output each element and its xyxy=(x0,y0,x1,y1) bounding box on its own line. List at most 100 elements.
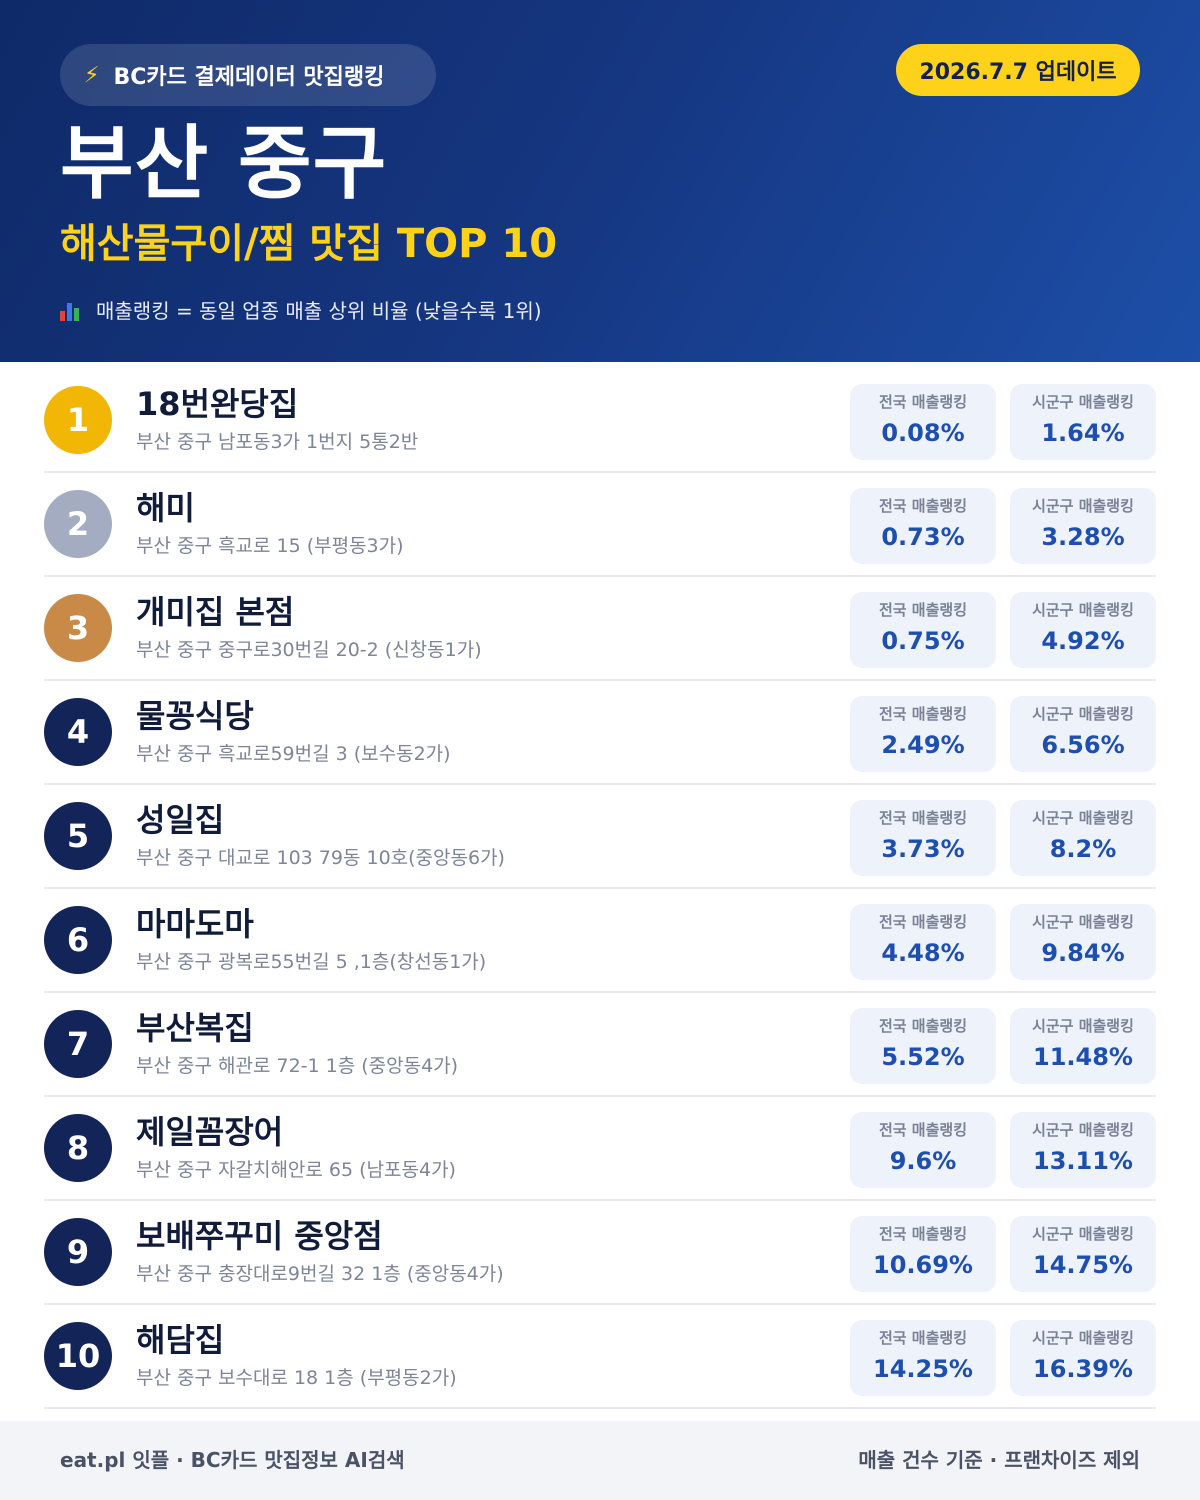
legend-note-text: 매출랭킹 = 동일 업종 매출 상위 비율 (낮을수록 1위) xyxy=(96,299,542,323)
rank-badge: 7 xyxy=(44,1010,112,1078)
restaurant-address: 부산 중구 흑교로59번길 3 (보수동2가) xyxy=(136,743,451,765)
national-sales-rank-card: 전국 매출랭킹 14.25% xyxy=(850,1320,996,1396)
national-sales-rank-label: 전국 매출랭킹 xyxy=(878,809,968,827)
restaurant-row[interactable]: 9 보배쭈꾸미 중앙점 부산 중구 충장대로9번길 32 1층 (중앙동4가) … xyxy=(44,1201,1156,1305)
district-sales-rank-value: 1.64% xyxy=(1041,419,1125,447)
restaurant-row[interactable]: 8 제일꼼장어 부산 중구 자갈치해안로 65 (남포동4가) 전국 매출랭킹 … xyxy=(44,1097,1156,1201)
restaurant-row[interactable]: 3 개미집 본점 부산 중구 중구로30번길 20-2 (신창동1가) 전국 매… xyxy=(44,577,1156,681)
restaurant-address: 부산 중구 해관로 72-1 1층 (중앙동4가) xyxy=(136,1055,459,1077)
restaurant-name[interactable]: 개미집 본점 xyxy=(136,593,295,631)
restaurant-name[interactable]: 물꽁식당 xyxy=(136,697,254,735)
restaurant-name[interactable]: 성일집 xyxy=(136,801,225,839)
national-sales-rank-value: 0.08% xyxy=(881,419,965,447)
national-sales-rank-card: 전국 매출랭킹 9.6% xyxy=(850,1112,996,1188)
district-sales-rank-value: 16.39% xyxy=(1033,1355,1133,1383)
restaurant-row[interactable]: 2 해미 부산 중구 흑교로 15 (부평동3가) 전국 매출랭킹 0.73% … xyxy=(44,473,1156,577)
district-sales-rank-card: 시군구 매출랭킹 4.92% xyxy=(1010,592,1156,668)
national-sales-rank-card: 전국 매출랭킹 2.49% xyxy=(850,696,996,772)
restaurant-address: 부산 중구 흑교로 15 (부평동3가) xyxy=(136,535,404,557)
restaurant-name[interactable]: 해미 xyxy=(136,489,195,527)
header-banner: ⚡ BC카드 결제데이터 맛집랭킹 2026.7.7 업데이트 부산 중구 해산… xyxy=(0,0,1200,362)
national-sales-rank-card: 전국 매출랭킹 0.73% xyxy=(850,488,996,564)
national-sales-rank-label: 전국 매출랭킹 xyxy=(878,601,968,619)
region-title: 부산 중구 xyxy=(60,117,388,210)
restaurant-row[interactable]: 4 물꽁식당 부산 중구 흑교로59번길 3 (보수동2가) 전국 매출랭킹 2… xyxy=(44,681,1156,785)
national-sales-rank-card: 전국 매출랭킹 0.08% xyxy=(850,384,996,460)
restaurant-row[interactable]: 7 부산복집 부산 중구 해관로 72-1 1층 (중앙동4가) 전국 매출랭킹… xyxy=(44,993,1156,1097)
bar-chart-icon xyxy=(60,301,82,321)
restaurant-address: 부산 중구 충장대로9번길 32 1층 (중앙동4가) xyxy=(136,1263,504,1285)
restaurant-row[interactable]: 5 성일집 부산 중구 대교로 103 79동 10호(중앙동6가) 전국 매출… xyxy=(44,785,1156,889)
rank-badge: 8 xyxy=(44,1114,112,1182)
district-sales-rank-card: 시군구 매출랭킹 14.75% xyxy=(1010,1216,1156,1292)
restaurant-address: 부산 중구 대교로 103 79동 10호(중앙동6가) xyxy=(136,847,505,869)
district-sales-rank-value: 11.48% xyxy=(1033,1043,1133,1071)
district-sales-rank-card: 시군구 매출랭킹 11.48% xyxy=(1010,1008,1156,1084)
rank-badge: 3 xyxy=(44,594,112,662)
footer: eat.pl 잇플 · BC카드 맛집정보 AI검색 매출 건수 기준 · 프랜… xyxy=(0,1421,1200,1500)
district-sales-rank-label: 시군구 매출랭킹 xyxy=(1032,1121,1134,1139)
district-sales-rank-card: 시군구 매출랭킹 16.39% xyxy=(1010,1320,1156,1396)
source-badge: ⚡ BC카드 결제데이터 맛집랭킹 xyxy=(60,44,436,106)
restaurant-row[interactable]: 10 해담집 부산 중구 보수대로 18 1층 (부평동2가) 전국 매출랭킹 … xyxy=(44,1305,1156,1409)
district-sales-rank-label: 시군구 매출랭킹 xyxy=(1032,393,1134,411)
district-sales-rank-card: 시군구 매출랭킹 13.11% xyxy=(1010,1112,1156,1188)
district-sales-rank-value: 3.28% xyxy=(1041,523,1125,551)
source-badge-label: BC카드 결제데이터 맛집랭킹 xyxy=(113,65,385,90)
restaurant-name[interactable]: 보배쭈꾸미 중앙점 xyxy=(136,1217,383,1255)
rank-badge: 1 xyxy=(44,386,112,454)
national-sales-rank-value: 2.49% xyxy=(881,731,965,759)
restaurant-name[interactable]: 18번완당집 xyxy=(136,385,299,423)
footer-source-text: eat.pl 잇플 · BC카드 맛집정보 AI검색 xyxy=(60,1448,405,1472)
rank-badge: 2 xyxy=(44,490,112,558)
national-sales-rank-value: 14.25% xyxy=(873,1355,973,1383)
national-sales-rank-card: 전국 매출랭킹 4.48% xyxy=(850,904,996,980)
national-sales-rank-card: 전국 매출랭킹 5.52% xyxy=(850,1008,996,1084)
restaurant-address: 부산 중구 보수대로 18 1층 (부평동2가) xyxy=(136,1367,457,1389)
restaurant-address: 부산 중구 광복로55번길 5 ,1층(창선동1가) xyxy=(136,951,487,973)
rank-badge: 4 xyxy=(44,698,112,766)
restaurant-row[interactable]: 1 18번완당집 부산 중구 남포동3가 1번지 5통2반 전국 매출랭킹 0.… xyxy=(44,369,1156,473)
national-sales-rank-value: 9.6% xyxy=(889,1147,957,1175)
restaurant-name[interactable]: 마마도마 xyxy=(136,905,254,943)
district-sales-rank-card: 시군구 매출랭킹 8.2% xyxy=(1010,800,1156,876)
national-sales-rank-value: 5.52% xyxy=(881,1043,965,1071)
national-sales-rank-value: 0.73% xyxy=(881,523,965,551)
national-sales-rank-label: 전국 매출랭킹 xyxy=(878,913,968,931)
lightning-bolt-icon: ⚡ xyxy=(84,62,100,88)
ranking-list: 1 18번완당집 부산 중구 남포동3가 1번지 5통2반 전국 매출랭킹 0.… xyxy=(44,369,1156,1409)
district-sales-rank-label: 시군구 매출랭킹 xyxy=(1032,601,1134,619)
district-sales-rank-card: 시군구 매출랭킹 9.84% xyxy=(1010,904,1156,980)
national-sales-rank-card: 전국 매출랭킹 10.69% xyxy=(850,1216,996,1292)
ranking-legend-note: 매출랭킹 = 동일 업종 매출 상위 비율 (낮을수록 1위) xyxy=(60,296,542,326)
district-sales-rank-value: 8.2% xyxy=(1049,835,1117,863)
district-sales-rank-label: 시군구 매출랭킹 xyxy=(1032,705,1134,723)
rank-badge: 9 xyxy=(44,1218,112,1286)
district-sales-rank-value: 13.11% xyxy=(1033,1147,1133,1175)
update-date-badge: 2026.7.7 업데이트 xyxy=(896,44,1140,96)
national-sales-rank-label: 전국 매출랭킹 xyxy=(878,1329,968,1347)
district-sales-rank-value: 9.84% xyxy=(1041,939,1125,967)
district-sales-rank-label: 시군구 매출랭킹 xyxy=(1032,1329,1134,1347)
district-sales-rank-card: 시군구 매출랭킹 6.56% xyxy=(1010,696,1156,772)
restaurant-name[interactable]: 제일꼼장어 xyxy=(136,1113,284,1151)
district-sales-rank-value: 6.56% xyxy=(1041,731,1125,759)
national-sales-rank-label: 전국 매출랭킹 xyxy=(878,1225,968,1243)
restaurant-address: 부산 중구 남포동3가 1번지 5통2반 xyxy=(136,431,419,453)
national-sales-rank-value: 3.73% xyxy=(881,835,965,863)
restaurant-name[interactable]: 해담집 xyxy=(136,1321,225,1359)
district-sales-rank-label: 시군구 매출랭킹 xyxy=(1032,809,1134,827)
national-sales-rank-value: 10.69% xyxy=(873,1251,973,1279)
district-sales-rank-label: 시군구 매출랭킹 xyxy=(1032,1017,1134,1035)
footer-criteria-text: 매출 건수 기준 · 프랜차이즈 제외 xyxy=(858,1448,1140,1472)
district-sales-rank-card: 시군구 매출랭킹 3.28% xyxy=(1010,488,1156,564)
restaurant-name[interactable]: 부산복집 xyxy=(136,1009,254,1047)
rank-badge: 5 xyxy=(44,802,112,870)
rank-badge: 10 xyxy=(44,1322,112,1390)
restaurant-row[interactable]: 6 마마도마 부산 중구 광복로55번길 5 ,1층(창선동1가) 전국 매출랭… xyxy=(44,889,1156,993)
national-sales-rank-value: 0.75% xyxy=(881,627,965,655)
district-sales-rank-card: 시군구 매출랭킹 1.64% xyxy=(1010,384,1156,460)
rank-badge: 6 xyxy=(44,906,112,974)
district-sales-rank-label: 시군구 매출랭킹 xyxy=(1032,913,1134,931)
national-sales-rank-label: 전국 매출랭킹 xyxy=(878,705,968,723)
